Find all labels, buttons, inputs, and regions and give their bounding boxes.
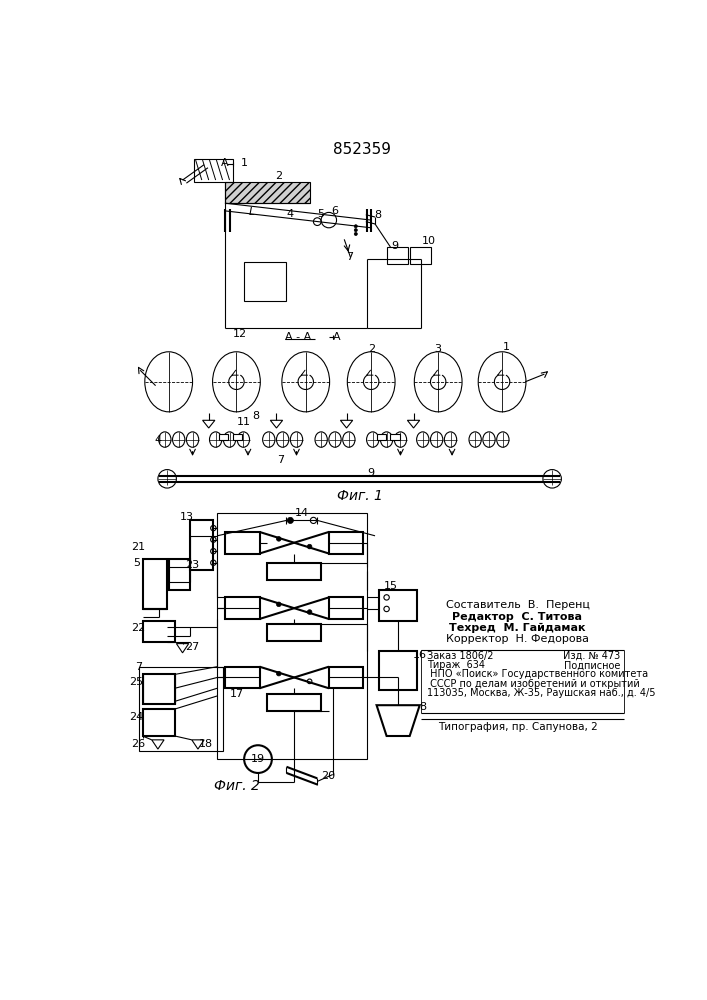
Text: Корректор  Н. Федорова: Корректор Н. Федорова bbox=[446, 634, 589, 644]
Text: 14: 14 bbox=[295, 508, 309, 518]
Text: 13: 13 bbox=[180, 512, 194, 522]
Bar bbox=[233, 434, 242, 440]
Bar bbox=[225, 597, 259, 619]
Bar bbox=[143, 559, 167, 609]
Text: Подписное: Подписное bbox=[563, 660, 620, 670]
Text: 26: 26 bbox=[132, 739, 146, 749]
Text: 23: 23 bbox=[185, 560, 199, 570]
Text: 8: 8 bbox=[419, 702, 426, 712]
Bar bbox=[143, 674, 175, 704]
Text: 9: 9 bbox=[368, 468, 375, 478]
Bar bbox=[329, 667, 363, 688]
Bar bbox=[390, 434, 399, 440]
Bar bbox=[225, 182, 310, 203]
Circle shape bbox=[287, 517, 293, 523]
Bar bbox=[267, 694, 321, 711]
Bar bbox=[409, 247, 431, 264]
Text: A: A bbox=[333, 332, 340, 342]
Text: 10: 10 bbox=[422, 236, 436, 246]
Text: Тираж  634: Тираж 634 bbox=[428, 660, 486, 670]
Bar bbox=[329, 597, 363, 619]
Bar bbox=[169, 559, 190, 590]
Circle shape bbox=[276, 602, 281, 607]
Circle shape bbox=[276, 537, 281, 541]
Bar bbox=[267, 624, 321, 641]
Text: Фиг. 2: Фиг. 2 bbox=[214, 779, 259, 793]
Bar bbox=[218, 434, 228, 440]
Text: 4: 4 bbox=[154, 435, 161, 445]
Text: 7: 7 bbox=[278, 455, 285, 465]
Bar bbox=[225, 667, 259, 688]
Text: 16: 16 bbox=[413, 650, 427, 660]
Text: 6: 6 bbox=[332, 206, 339, 216]
Text: 17: 17 bbox=[229, 689, 243, 699]
Text: 1: 1 bbox=[240, 158, 247, 168]
Text: 25: 25 bbox=[129, 677, 144, 687]
Bar bbox=[379, 651, 417, 690]
Circle shape bbox=[308, 610, 312, 614]
Text: 113035, Москва, Ж-35, Раушская наб., д. 4/5: 113035, Москва, Ж-35, Раушская наб., д. … bbox=[428, 688, 656, 698]
Text: 7: 7 bbox=[135, 662, 142, 672]
Text: 2: 2 bbox=[368, 344, 375, 354]
Text: 15: 15 bbox=[383, 581, 397, 591]
Text: 1: 1 bbox=[503, 342, 510, 352]
Text: Заказ 1806/2: Заказ 1806/2 bbox=[428, 651, 494, 661]
Text: L: L bbox=[249, 207, 255, 217]
Bar bbox=[267, 563, 321, 580]
Text: 22: 22 bbox=[132, 623, 146, 633]
Text: 11: 11 bbox=[237, 417, 251, 427]
Circle shape bbox=[276, 671, 281, 676]
Bar bbox=[377, 434, 386, 440]
Text: 12: 12 bbox=[233, 329, 247, 339]
Bar bbox=[225, 532, 259, 554]
Text: 8: 8 bbox=[375, 210, 382, 220]
Bar bbox=[387, 247, 408, 264]
Text: 18: 18 bbox=[199, 739, 213, 749]
Text: 20: 20 bbox=[321, 771, 335, 781]
Circle shape bbox=[354, 225, 357, 228]
Bar bbox=[143, 620, 175, 642]
Text: 3: 3 bbox=[435, 344, 442, 354]
Bar bbox=[190, 520, 214, 570]
Text: 8: 8 bbox=[252, 411, 259, 421]
Text: 2: 2 bbox=[275, 171, 282, 181]
Text: 4: 4 bbox=[287, 209, 294, 219]
Text: Изд. № 473: Изд. № 473 bbox=[563, 651, 620, 661]
Text: A - A: A - A bbox=[285, 332, 311, 342]
Text: Типография, пр. Сапунова, 2: Типография, пр. Сапунова, 2 bbox=[438, 722, 597, 732]
Text: 5: 5 bbox=[317, 209, 325, 219]
Text: Техред  М. Гайдамак: Техред М. Гайдамак bbox=[449, 623, 585, 633]
Circle shape bbox=[354, 232, 357, 235]
Text: 19: 19 bbox=[251, 754, 265, 764]
Bar bbox=[143, 709, 175, 736]
Bar bbox=[244, 262, 286, 301]
Text: НПО «Поиск» Государственного комитета: НПО «Поиск» Государственного комитета bbox=[428, 669, 648, 679]
Bar bbox=[329, 532, 363, 554]
Text: 27: 27 bbox=[185, 642, 199, 652]
Bar bbox=[379, 590, 417, 620]
Text: 5: 5 bbox=[133, 558, 140, 568]
Text: СССР по делам изобретений и открытий: СССР по делам изобретений и открытий bbox=[428, 679, 640, 689]
Text: 24: 24 bbox=[129, 712, 144, 722]
Text: 7: 7 bbox=[346, 252, 354, 262]
Circle shape bbox=[308, 544, 312, 549]
Text: Составитель  В.  Перенц: Составитель В. Перенц bbox=[445, 600, 590, 610]
Circle shape bbox=[354, 229, 357, 232]
Text: A: A bbox=[221, 158, 228, 168]
Text: 9: 9 bbox=[392, 241, 399, 251]
Text: 21: 21 bbox=[132, 542, 146, 552]
Text: Редактор  С. Титова: Редактор С. Титова bbox=[452, 612, 583, 622]
Text: Фиг. 1: Фиг. 1 bbox=[337, 489, 382, 503]
Text: 852359: 852359 bbox=[333, 142, 391, 157]
Bar bbox=[139, 667, 223, 751]
Bar bbox=[217, 513, 368, 759]
